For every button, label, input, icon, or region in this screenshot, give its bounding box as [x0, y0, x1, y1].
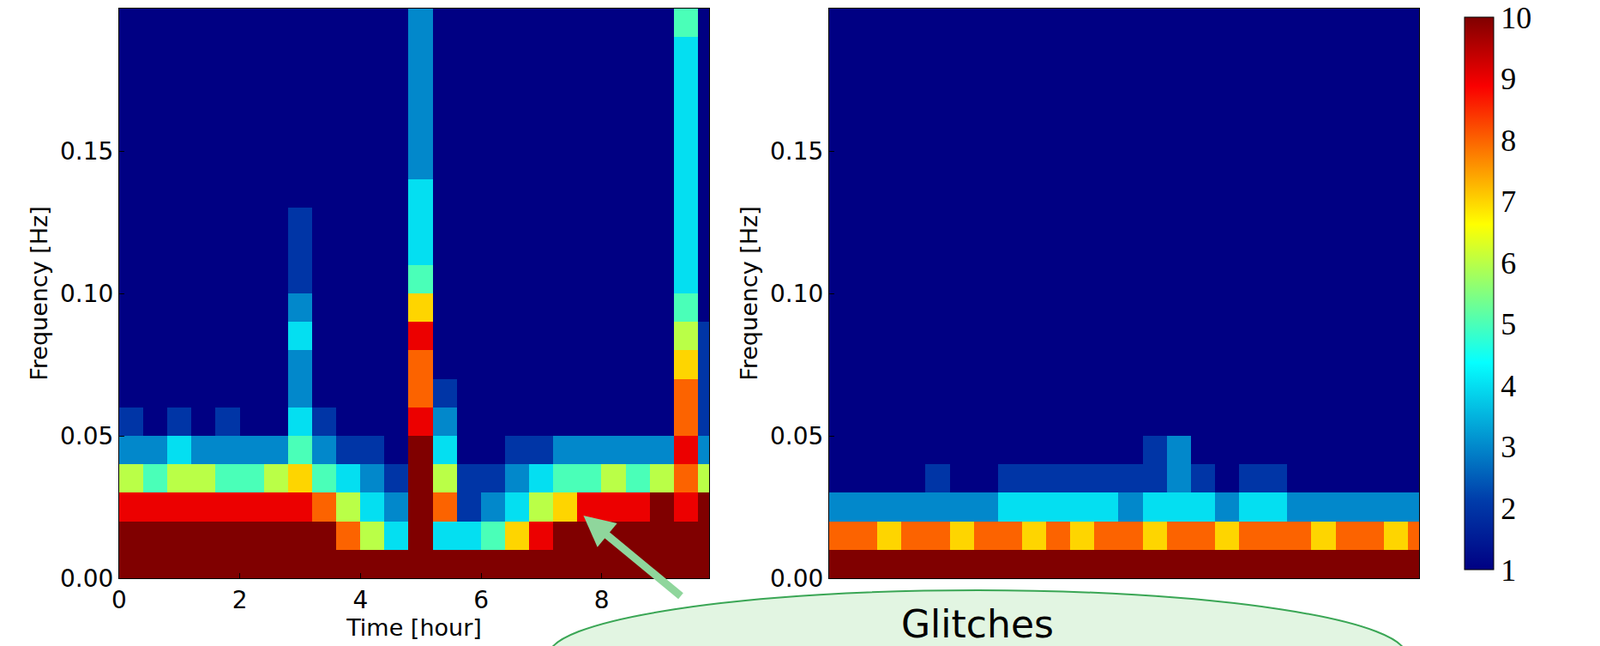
svg-text:1: 1	[1500, 553, 1516, 588]
svg-text:0.00: 0.00	[769, 564, 824, 593]
svg-text:Frequency [Hz]: Frequency [Hz]	[25, 205, 53, 381]
svg-text:2: 2	[232, 585, 248, 614]
svg-text:0: 0	[111, 585, 127, 614]
svg-text:0.05: 0.05	[60, 421, 114, 451]
svg-text:6: 6	[1500, 246, 1516, 281]
svg-text:Time [hour]: Time [hour]	[345, 613, 482, 641]
svg-text:0.15: 0.15	[769, 137, 824, 166]
svg-text:10: 10	[1500, 0, 1532, 36]
svg-text:0.15: 0.15	[60, 137, 114, 166]
svg-text:Glitches: Glitches	[901, 601, 1054, 646]
svg-text:0.10: 0.10	[60, 279, 114, 308]
svg-text:4: 4	[1500, 368, 1516, 404]
svg-text:Frequency [Hz]: Frequency [Hz]	[735, 205, 763, 381]
svg-text:4: 4	[352, 585, 368, 614]
svg-text:8: 8	[1500, 123, 1516, 158]
svg-text:0.00: 0.00	[60, 564, 114, 593]
svg-text:8: 8	[594, 585, 610, 614]
svg-text:6: 6	[473, 585, 489, 614]
svg-text:9: 9	[1500, 61, 1516, 97]
svg-text:5: 5	[1500, 306, 1516, 342]
svg-text:2: 2	[1500, 491, 1516, 526]
svg-text:3: 3	[1500, 429, 1516, 464]
svg-text:7: 7	[1500, 184, 1516, 219]
svg-text:0.05: 0.05	[769, 421, 824, 451]
svg-text:0.10: 0.10	[769, 279, 824, 308]
